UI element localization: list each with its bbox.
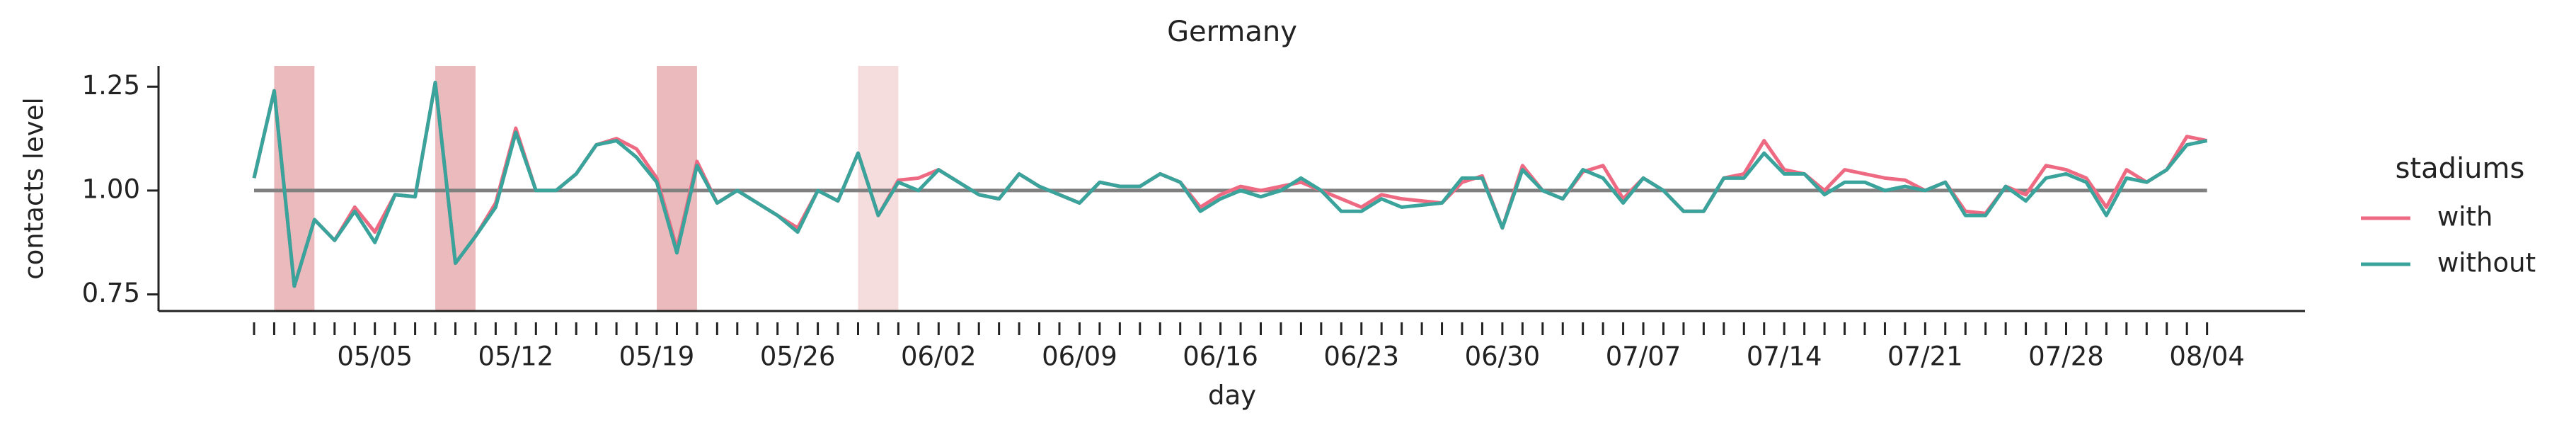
x-tick-label: 07/21 bbox=[1887, 341, 1963, 372]
y-tick-label: 1.00 bbox=[82, 174, 140, 204]
x-tick-label: 05/12 bbox=[478, 341, 554, 372]
x-tick-label: 06/23 bbox=[1323, 341, 1399, 372]
x-tick-label: 06/16 bbox=[1183, 341, 1258, 372]
legend-title: stadiums bbox=[2396, 152, 2525, 185]
chart-title: Germany bbox=[1167, 16, 1297, 48]
x-tick-label: 07/28 bbox=[2028, 341, 2104, 372]
x-tick-label: 05/26 bbox=[760, 341, 836, 372]
series-line bbox=[252, 80, 2208, 288]
legend-label: without bbox=[2437, 248, 2536, 278]
y-axis-label: contacts level bbox=[19, 97, 50, 279]
x-tick-label: 06/30 bbox=[1465, 341, 1541, 372]
y-tick-label: 1.25 bbox=[82, 70, 140, 101]
x-tick-label: 07/07 bbox=[1606, 341, 1681, 372]
x-tick-label: 06/02 bbox=[901, 341, 977, 372]
highlight-span bbox=[435, 66, 476, 311]
x-tick-label: 08/04 bbox=[2169, 341, 2245, 372]
x-axis-label: day bbox=[1208, 380, 1256, 411]
x-tick-label: 07/14 bbox=[1747, 341, 1822, 372]
y-tick-label: 0.75 bbox=[82, 278, 140, 308]
series-line bbox=[252, 80, 2208, 288]
legend-label: with bbox=[2437, 202, 2493, 232]
x-tick-label: 06/09 bbox=[1042, 341, 1117, 372]
x-tick-label: 05/19 bbox=[619, 341, 695, 372]
x-tick-label: 05/05 bbox=[337, 341, 413, 372]
